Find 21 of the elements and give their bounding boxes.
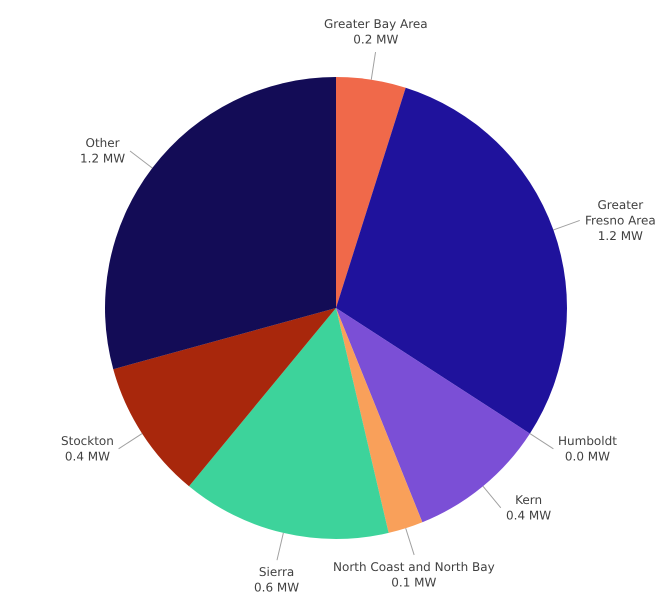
slice-label: Other bbox=[86, 136, 120, 150]
data-label: 1.2 MW bbox=[598, 229, 644, 244]
slice-label: Stockton bbox=[61, 434, 114, 448]
slice-label: Greater Fresno Area bbox=[585, 198, 656, 228]
data-label: 1.2 MW bbox=[80, 152, 126, 166]
data-label: 0.1 MW bbox=[391, 576, 437, 590]
data-label: 0.6 MW bbox=[254, 580, 300, 595]
pie-slice bbox=[113, 308, 336, 486]
text: 0.0 MW bbox=[564, 450, 610, 464]
data-label: 0.2 MW bbox=[353, 32, 399, 47]
slice-label: Greater Bay Area bbox=[324, 17, 428, 31]
slice-label: North Coast and North Bay bbox=[333, 560, 495, 574]
data-label: 0.4 MW bbox=[506, 508, 552, 523]
pie-slice bbox=[336, 308, 422, 533]
pie-slice bbox=[336, 88, 567, 434]
data-label: 0.4 MW bbox=[64, 450, 110, 464]
slice-label: Kern bbox=[515, 493, 542, 507]
slice-label: Sierra bbox=[258, 565, 294, 579]
pie-slice bbox=[189, 308, 389, 539]
pie-slice bbox=[336, 77, 406, 308]
legend-label: Humboldt bbox=[558, 434, 618, 448]
